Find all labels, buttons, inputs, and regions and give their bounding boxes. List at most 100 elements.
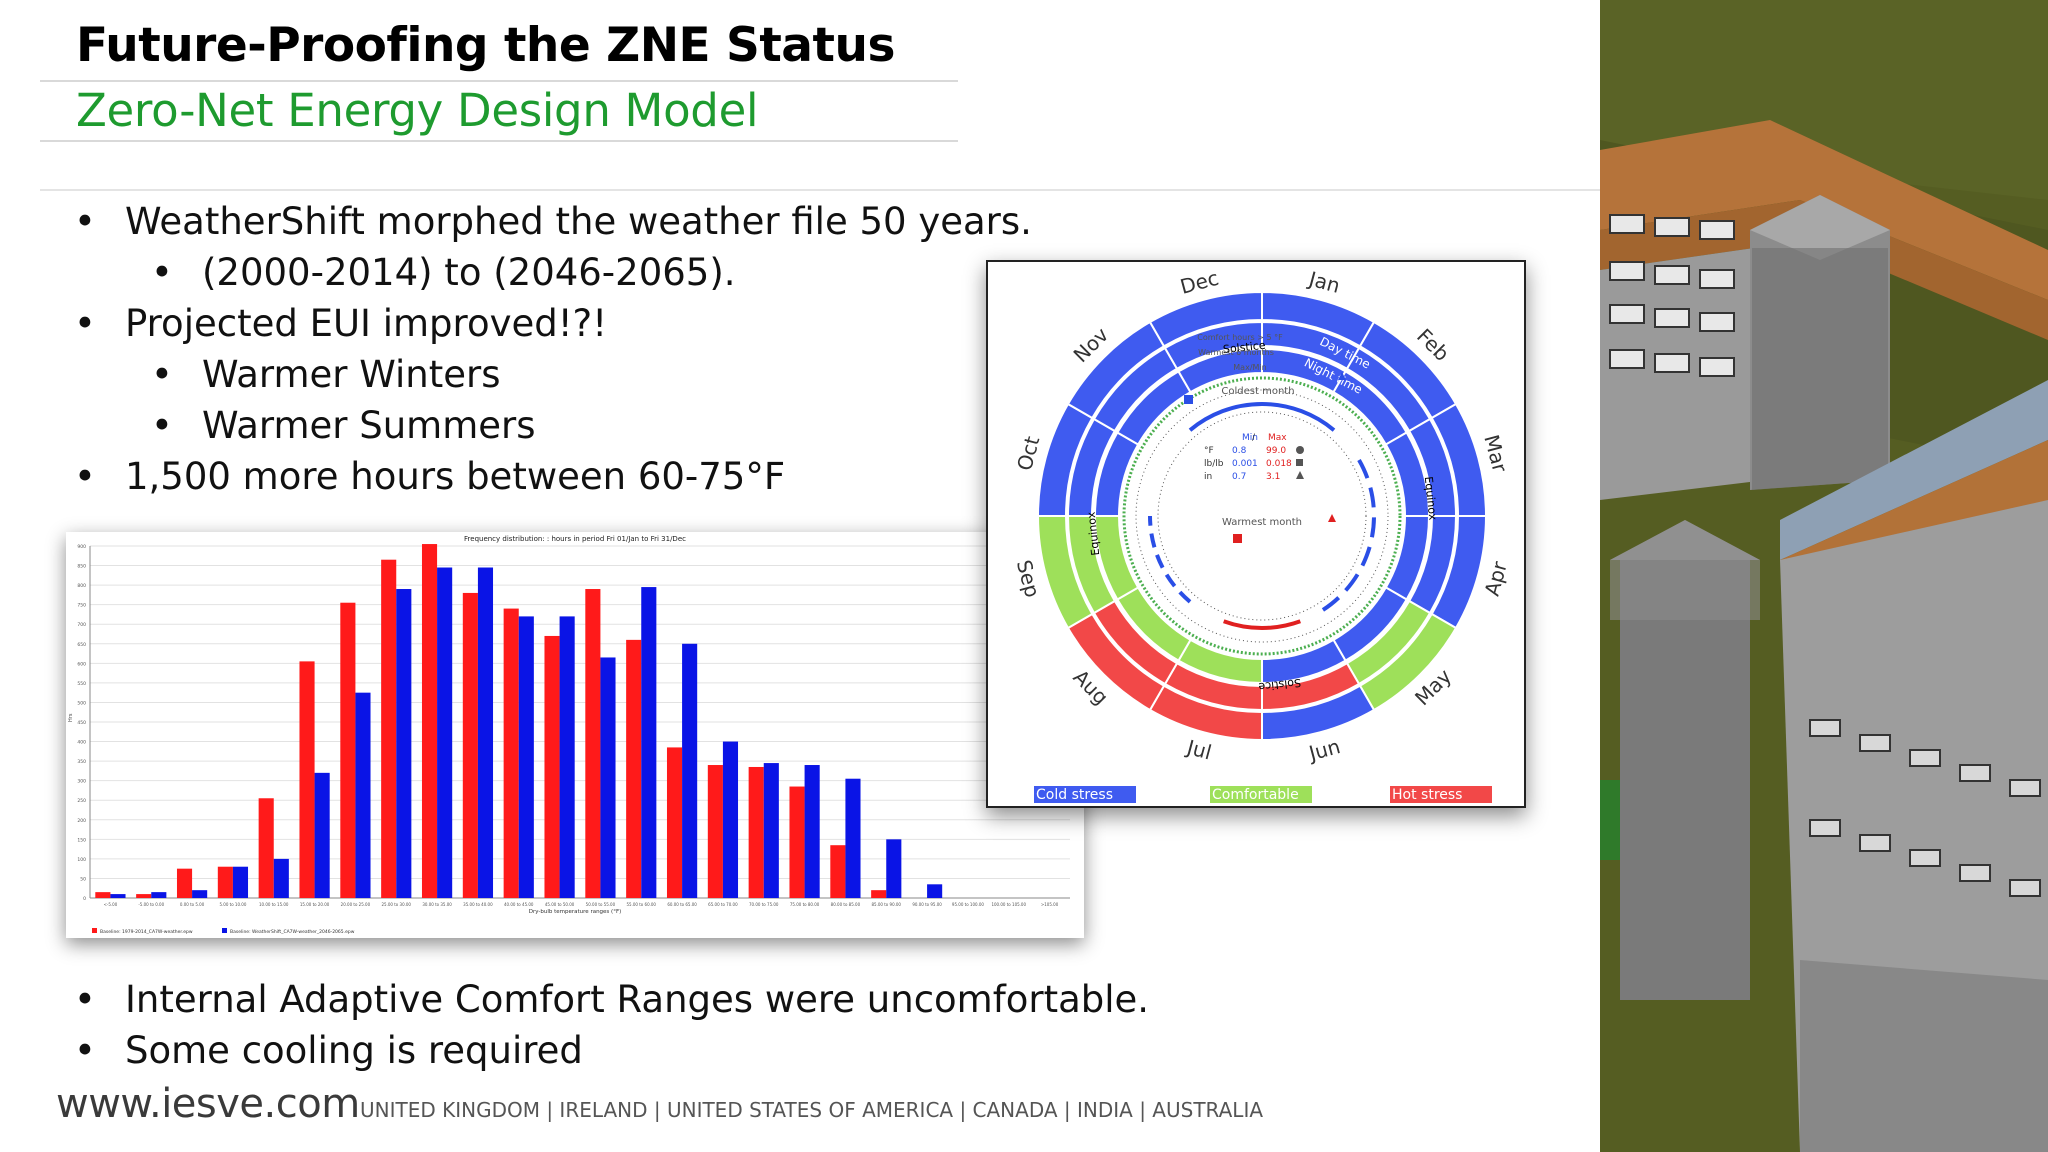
x-tick-label: 55.00 to 60.00 bbox=[627, 902, 657, 907]
y-tick-label: 400 bbox=[77, 740, 86, 746]
footer-website: www.iesve.com bbox=[56, 1081, 360, 1127]
bar-baseline bbox=[585, 589, 601, 898]
bar-baseline bbox=[503, 608, 519, 898]
x-tick-label: 75.00 to 80.00 bbox=[790, 902, 820, 907]
bar-future bbox=[845, 778, 861, 898]
legend-swatch bbox=[1034, 786, 1136, 803]
table-max: 3.1 bbox=[1266, 472, 1280, 482]
frequency-distribution-chart: Frequency distribution: : hours in perio… bbox=[66, 532, 1084, 938]
bar-baseline bbox=[626, 639, 642, 898]
x-tick-label: 35.00 to 40.00 bbox=[463, 902, 493, 907]
bar-baseline bbox=[95, 892, 111, 898]
slide-title: Future-Proofing the ZNE Status bbox=[76, 18, 895, 73]
bullet-item: Internal Adaptive Comfort Ranges were un… bbox=[72, 974, 1149, 1025]
bar-future bbox=[355, 692, 371, 898]
bar-future bbox=[518, 616, 534, 898]
table-symbol bbox=[1296, 459, 1303, 466]
bullet-list-bottom: Internal Adaptive Comfort Ranges were un… bbox=[72, 974, 1149, 1076]
slide-subtitle: Zero-Net Energy Design Model bbox=[76, 84, 759, 137]
inner-dotted-ring bbox=[1157, 411, 1367, 621]
table-header: Min bbox=[1242, 433, 1258, 443]
legend-swatch bbox=[1390, 786, 1492, 803]
inner-label: Coldest month bbox=[1221, 386, 1294, 397]
y-tick-label: 500 bbox=[77, 700, 86, 706]
bullet-item: Projected EUI improved!?! bbox=[72, 298, 1032, 349]
month-label: Jun bbox=[1305, 734, 1343, 766]
bar-future bbox=[110, 894, 126, 898]
x-tick-label: 100.00 to 105.00 bbox=[991, 902, 1026, 907]
x-tick-label: 80.00 to 85.00 bbox=[831, 902, 861, 907]
coldest-marker bbox=[1184, 395, 1193, 404]
month-label: Oct bbox=[1012, 433, 1044, 473]
inner-label: Max/Min bbox=[1233, 363, 1266, 372]
y-tick-label: 650 bbox=[77, 642, 86, 648]
x-tick-label: 15.00 to 20.00 bbox=[300, 902, 330, 907]
warmest-month-marker bbox=[1233, 534, 1242, 543]
y-tick-label: 300 bbox=[77, 779, 86, 785]
bar-baseline bbox=[871, 890, 887, 898]
bar-future bbox=[192, 890, 208, 898]
bar-baseline bbox=[299, 661, 315, 898]
chart-title: Frequency distribution: : hours in perio… bbox=[464, 535, 686, 543]
month-label: Dec bbox=[1178, 266, 1222, 299]
sub-bullet-item: Warmer Winters bbox=[72, 349, 1032, 400]
y-tick-label: 450 bbox=[77, 720, 86, 726]
x-tick-label: 20.00 to 25.00 bbox=[341, 902, 371, 907]
y-tick-label: 600 bbox=[77, 661, 86, 667]
x-tick-label: 5.00 to 10.00 bbox=[219, 902, 246, 907]
x-tick-label: 50.00 to 55.00 bbox=[586, 902, 616, 907]
bullet-list-top: WeatherShift morphed the weather file 50… bbox=[72, 196, 1032, 502]
y-tick-label: 850 bbox=[77, 564, 86, 570]
x-tick-label: 45.00 to 50.00 bbox=[545, 902, 575, 907]
bar-baseline bbox=[258, 798, 274, 898]
y-tick-label: 50 bbox=[80, 876, 86, 882]
bar-future bbox=[641, 587, 657, 898]
table-max: 0.018 bbox=[1266, 459, 1292, 469]
table-min: 0.8 bbox=[1232, 446, 1247, 456]
comfort-ring bbox=[1122, 376, 1402, 656]
x-tick-label: 95.00 to 100.00 bbox=[952, 902, 984, 907]
ring-segment-night_time bbox=[1177, 347, 1263, 394]
bar-baseline bbox=[217, 866, 233, 898]
table-header: Max bbox=[1268, 433, 1287, 443]
bar-future bbox=[314, 772, 330, 898]
x-tick-label: 90.00 to 95.00 bbox=[912, 902, 942, 907]
bar-baseline bbox=[748, 766, 764, 898]
bar-future bbox=[559, 616, 575, 898]
table-unit: in bbox=[1204, 472, 1212, 482]
title-divider bbox=[40, 80, 958, 82]
warmest-arc bbox=[1223, 619, 1301, 630]
table-min: 0.7 bbox=[1232, 472, 1246, 482]
bar-future bbox=[273, 858, 289, 898]
x-tick-label: 30.00 to 35.00 bbox=[422, 902, 452, 907]
month-label: Mar bbox=[1479, 432, 1512, 475]
bar-future bbox=[763, 763, 779, 898]
x-axis-label: Dry-bulb temperature ranges (°F) bbox=[529, 909, 622, 915]
bar-baseline bbox=[176, 868, 193, 898]
inner-label: Warmest 6 months bbox=[1198, 348, 1274, 357]
max-marker bbox=[1338, 372, 1346, 380]
bar-baseline bbox=[421, 544, 438, 898]
y-tick-label: 150 bbox=[77, 837, 86, 843]
x-tick-label: 0.00 to 5.00 bbox=[180, 902, 205, 907]
coldest-arc bbox=[1188, 402, 1336, 432]
season-marker-label: Equinox bbox=[1422, 476, 1440, 521]
bar-baseline bbox=[136, 894, 152, 898]
y-tick-label: 200 bbox=[77, 818, 86, 824]
y-tick-label: 350 bbox=[77, 759, 86, 765]
bar-future bbox=[722, 741, 739, 898]
bar-baseline bbox=[340, 602, 356, 898]
bar-baseline bbox=[381, 559, 397, 898]
bar-future bbox=[886, 839, 902, 898]
warmest-marker bbox=[1328, 514, 1336, 522]
footer-countries: UNITED KINGDOM | IRELAND | UNITED STATES… bbox=[360, 1098, 1264, 1122]
bar-future bbox=[232, 866, 249, 898]
building-render-image bbox=[1600, 0, 2048, 1152]
table-unit: lb/lb bbox=[1204, 459, 1224, 469]
bar-future bbox=[927, 884, 943, 898]
range-arc bbox=[1316, 459, 1376, 615]
range-arc-2 bbox=[1148, 515, 1192, 604]
bar-baseline bbox=[789, 786, 805, 898]
content-divider bbox=[40, 189, 1600, 191]
